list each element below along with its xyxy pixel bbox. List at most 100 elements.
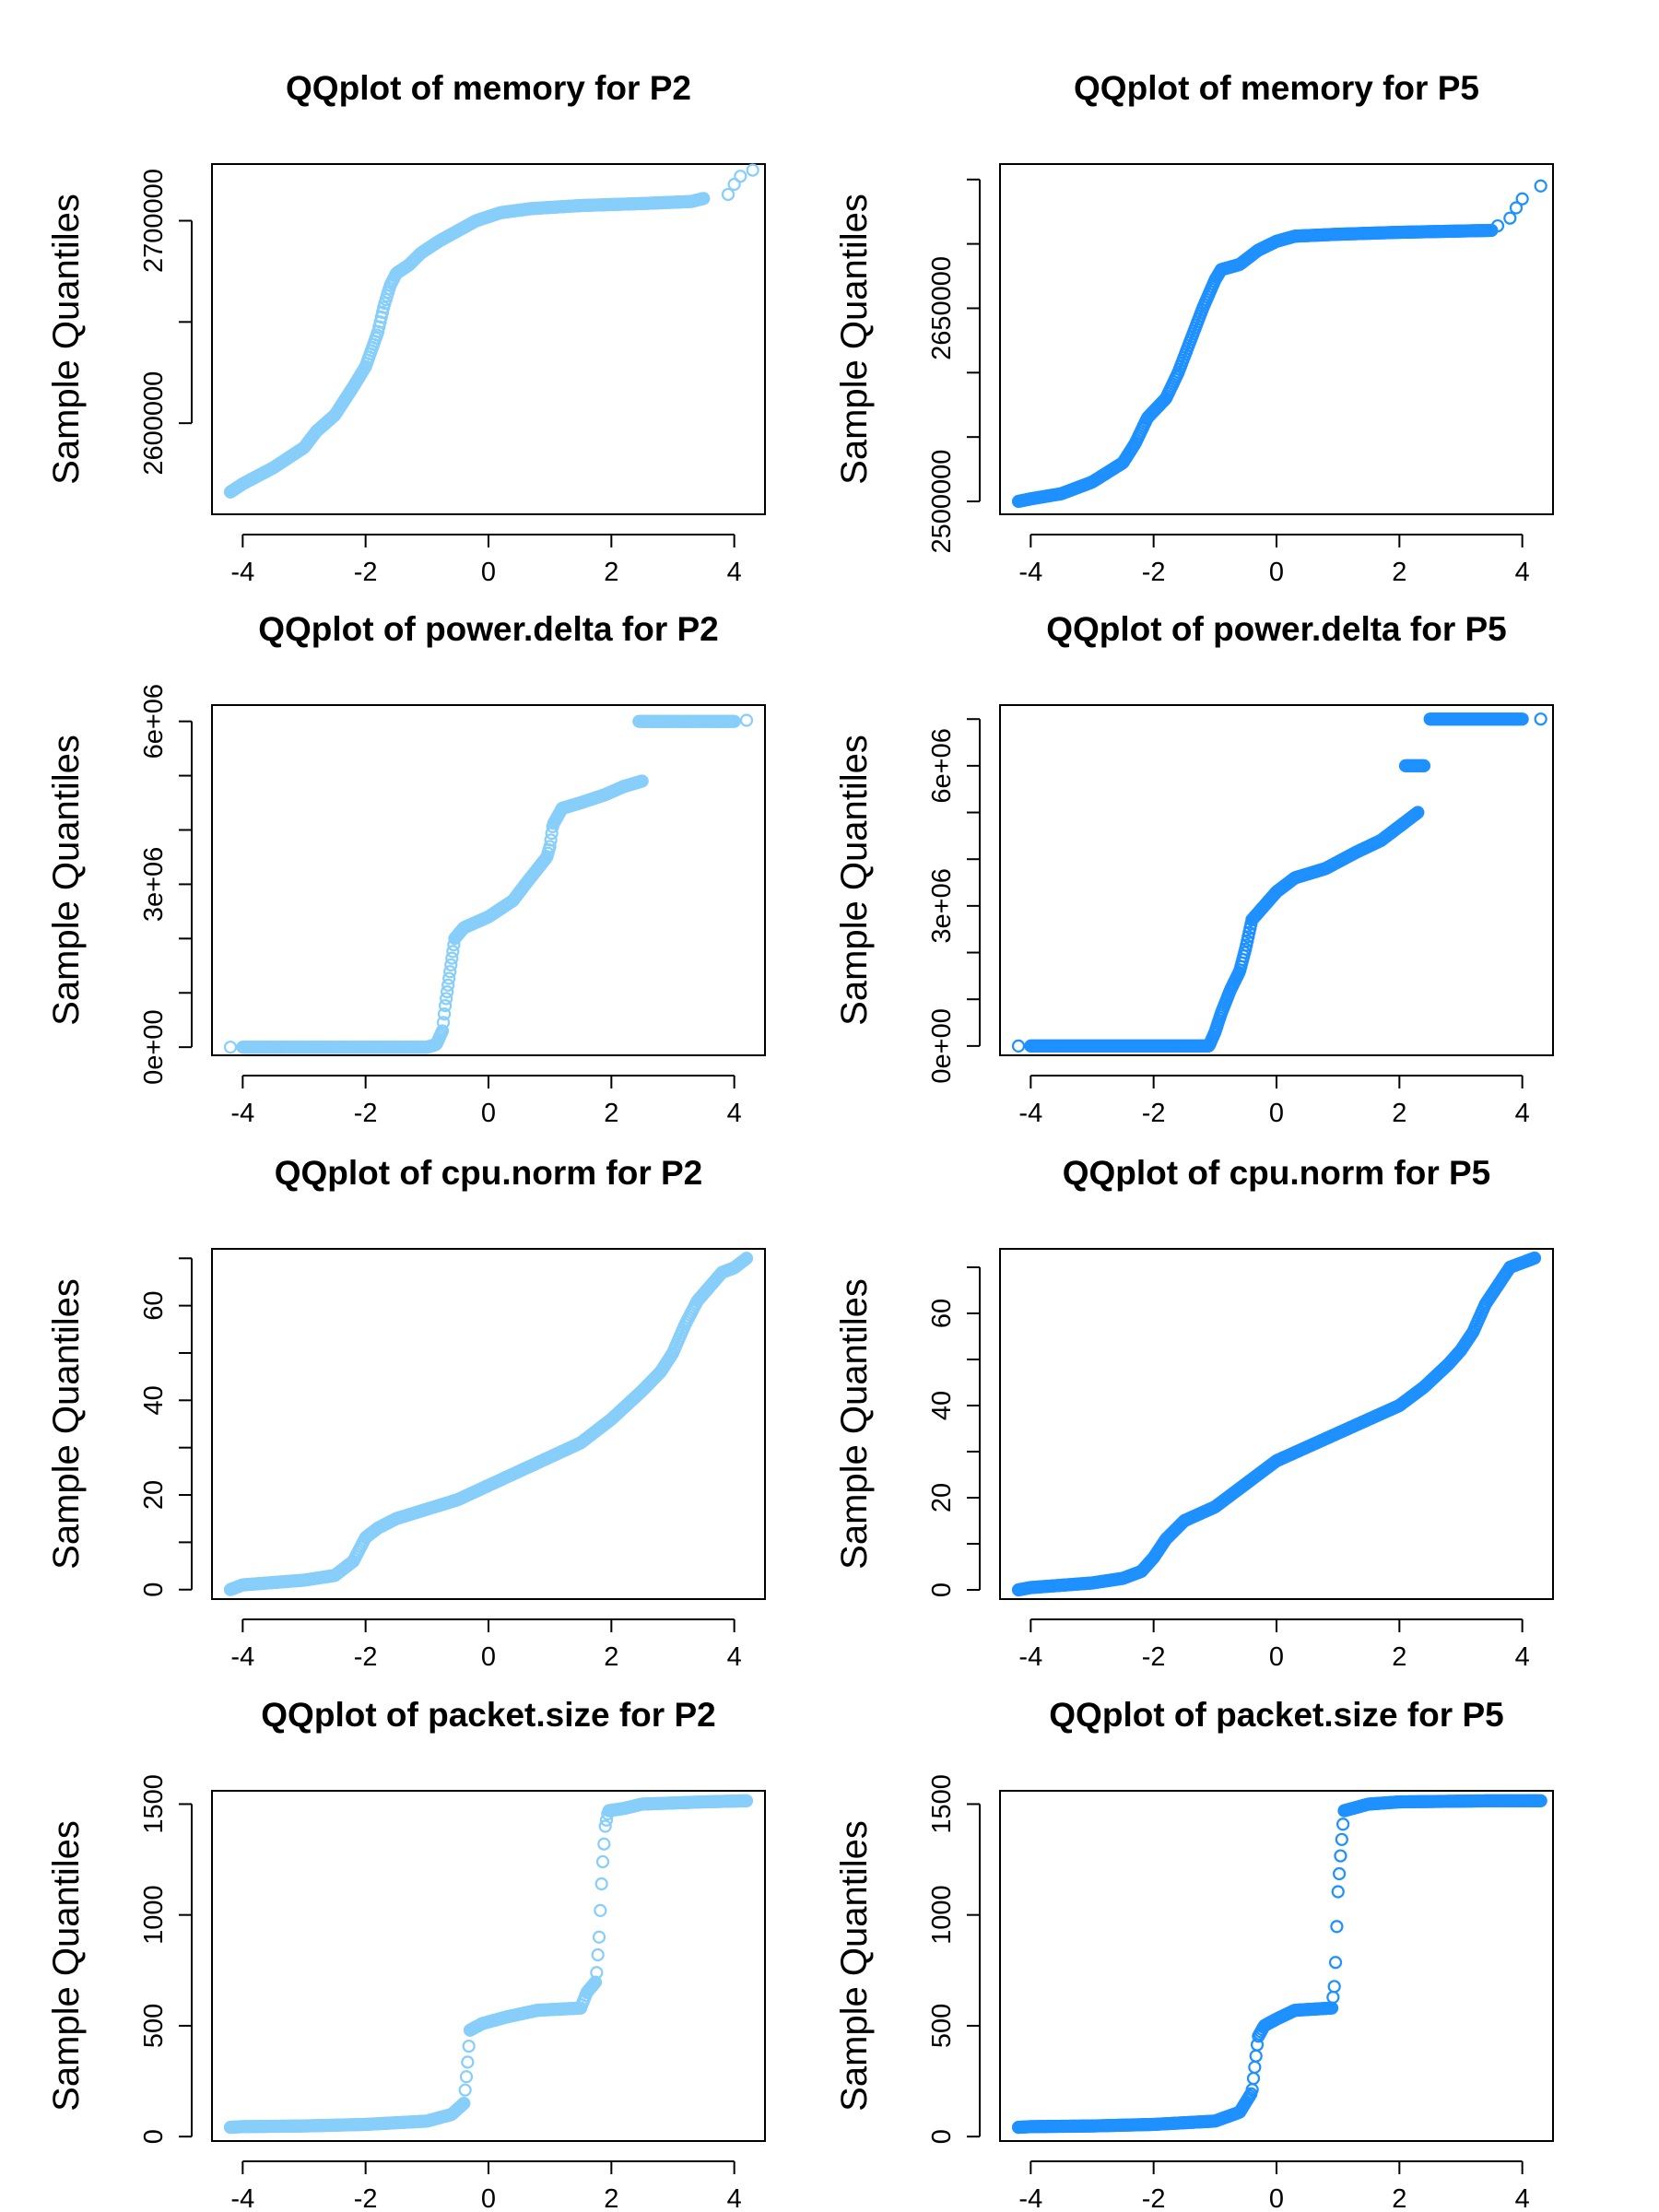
chart-title: QQplot of packet.size for P2 bbox=[261, 1696, 715, 1734]
data-point bbox=[1515, 192, 1529, 206]
qqplot-panel-4: QQplot of power.delta for P5 Sample Quant… bbox=[834, 610, 1554, 1128]
y-axis-label: Sample Quantiles bbox=[834, 735, 875, 1026]
qqplot-panel-3: QQplot of power.delta for P2 Sample Quant… bbox=[46, 610, 766, 1128]
y-axis-label: Sample Quantiles bbox=[46, 1278, 87, 1570]
x-tick-label: -2 bbox=[1142, 1099, 1166, 1128]
y-axis-label: Sample Quantiles bbox=[46, 1820, 87, 2112]
plot-frame bbox=[211, 163, 766, 515]
x-tick-label: 2 bbox=[604, 1642, 618, 1672]
data-point bbox=[746, 163, 759, 177]
x-tick-label: 2 bbox=[1392, 2184, 1406, 2212]
y-tick-label: 0 bbox=[927, 1583, 957, 1597]
x-tick-label: -4 bbox=[230, 558, 254, 587]
data-point bbox=[437, 1007, 452, 1021]
data-points bbox=[1011, 1794, 1547, 2135]
data-point bbox=[1330, 1920, 1344, 1934]
x-tick-label: -4 bbox=[230, 1099, 254, 1128]
data-points bbox=[1011, 712, 1547, 1053]
data-point bbox=[440, 992, 453, 1006]
x-tick-label: -4 bbox=[1018, 2184, 1042, 2212]
x-tick-label: 2 bbox=[604, 2184, 618, 2212]
data-point bbox=[223, 1041, 238, 1054]
data-point bbox=[441, 985, 454, 999]
data-point bbox=[441, 978, 455, 992]
data-point bbox=[462, 2039, 476, 2053]
data-point bbox=[435, 1024, 450, 1038]
data-point bbox=[739, 1794, 754, 1807]
qqplot-panel-7: QQplot of packet.size for P2 Sample Quant… bbox=[46, 1696, 766, 2212]
data-point bbox=[438, 999, 453, 1013]
qqplot-panel-2: QQplot of memory for P5 Sample Quantiles -… bbox=[834, 69, 1554, 587]
data-point bbox=[1527, 1251, 1542, 1265]
x-tick-label: 2 bbox=[604, 1099, 618, 1128]
x-tick-label: 0 bbox=[481, 1099, 496, 1128]
y-tick-label: 0e+00 bbox=[139, 1009, 169, 1084]
data-point bbox=[727, 177, 741, 192]
plot-frame bbox=[999, 1790, 1554, 2142]
data-point bbox=[594, 1877, 608, 1891]
x-tick-label: 0 bbox=[1269, 1642, 1284, 1672]
data-point bbox=[1503, 211, 1517, 225]
data-point bbox=[443, 965, 457, 979]
x-tick-label: 4 bbox=[1515, 558, 1530, 587]
x-tick-label: 4 bbox=[727, 2184, 742, 2212]
data-point bbox=[1417, 759, 1431, 772]
x-tick-label: -4 bbox=[1018, 558, 1042, 587]
y-axis-label: Sample Quantiles bbox=[834, 194, 875, 485]
data-point bbox=[1335, 1832, 1348, 1846]
y-tick-label: 3e+06 bbox=[139, 847, 169, 922]
data-point bbox=[1411, 806, 1425, 819]
data-point bbox=[458, 2083, 472, 2097]
y-tick-label: 1000 bbox=[927, 1885, 957, 1945]
data-point bbox=[588, 1975, 603, 1989]
y-tick-label: 40 bbox=[139, 1385, 169, 1415]
x-tick-label: 4 bbox=[1515, 2184, 1530, 2212]
y-tick-label: 0 bbox=[927, 2129, 957, 2144]
data-point bbox=[590, 1966, 604, 1980]
data-point bbox=[598, 1819, 612, 1833]
y-tick-label: 3e+06 bbox=[927, 868, 957, 943]
chart-title: QQplot of cpu.norm for P2 bbox=[275, 1154, 703, 1192]
plot-frame bbox=[211, 704, 766, 1056]
data-point bbox=[1334, 1849, 1347, 1863]
x-tick-label: 4 bbox=[727, 558, 742, 587]
x-tick-label: 0 bbox=[1269, 2184, 1284, 2212]
x-tick-label: 0 bbox=[1269, 1099, 1284, 1128]
y-tick-label: 0 bbox=[139, 1583, 169, 1597]
y-tick-label: 2600000 bbox=[139, 371, 169, 476]
x-tick-label: -2 bbox=[354, 558, 378, 587]
x-tick-label: -2 bbox=[354, 1099, 378, 1128]
data-point bbox=[459, 2070, 474, 2084]
y-tick-label: 500 bbox=[139, 2004, 169, 2048]
y-tick-label: 60 bbox=[927, 1299, 957, 1328]
y-axis-label: Sample Quantiles bbox=[834, 1820, 875, 2112]
data-point bbox=[1534, 179, 1547, 193]
x-tick-label: -4 bbox=[230, 2184, 254, 2212]
y-tick-label: 40 bbox=[927, 1391, 957, 1420]
x-tick-label: -2 bbox=[354, 2184, 378, 2212]
data-point bbox=[1331, 1885, 1345, 1899]
x-tick-label: 2 bbox=[1392, 1642, 1406, 1672]
data-points bbox=[1011, 1251, 1542, 1597]
data-point bbox=[594, 1903, 607, 1917]
y-tick-label: 20 bbox=[139, 1480, 169, 1510]
x-tick-label: -4 bbox=[230, 1642, 254, 1672]
x-tick-label: -2 bbox=[1142, 2184, 1166, 2212]
chart-title: QQplot of cpu.norm for P5 bbox=[1063, 1154, 1491, 1192]
y-axis-label: Sample Quantiles bbox=[46, 194, 87, 485]
data-point bbox=[739, 713, 754, 727]
y-tick-label: 20 bbox=[927, 1483, 957, 1512]
data-point bbox=[445, 951, 459, 965]
data-point bbox=[697, 192, 711, 206]
x-tick-label: -2 bbox=[1142, 558, 1166, 587]
chart-title: QQplot of memory for P2 bbox=[286, 69, 691, 107]
y-tick-label: 500 bbox=[927, 2004, 957, 2048]
data-point bbox=[591, 1947, 605, 1962]
data-point bbox=[1332, 1866, 1347, 1881]
data-points bbox=[223, 713, 754, 1054]
qqplot-panel-8: QQplot of packet.size for P5 Sample Quant… bbox=[834, 1696, 1554, 2212]
y-tick-label: 1500 bbox=[139, 1774, 169, 1834]
y-tick-label: 2650000 bbox=[927, 256, 957, 360]
qqplot-panel-1: QQplot of memory for P2 Sample Quantiles -… bbox=[46, 69, 766, 587]
data-point bbox=[1515, 712, 1529, 726]
